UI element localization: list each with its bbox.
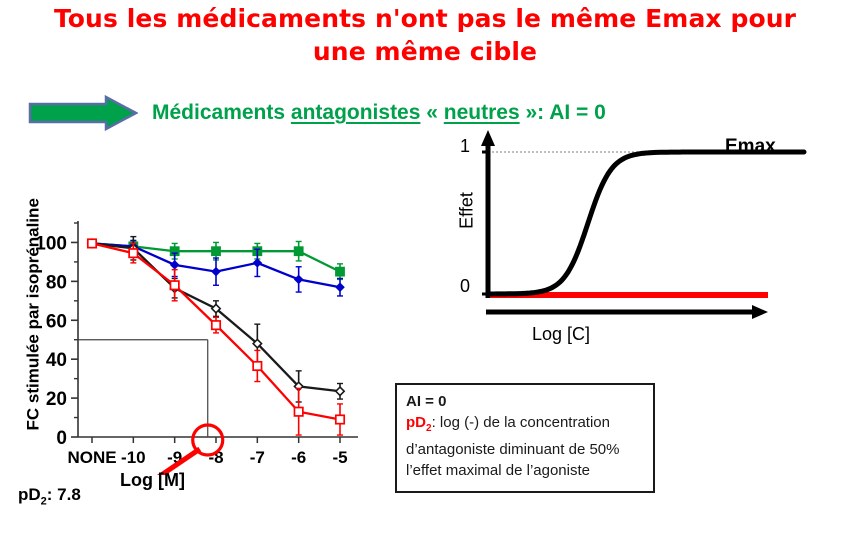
infobox-pd2-key: pD: [406, 414, 426, 431]
title-line-2: une même cible: [312, 37, 538, 66]
subtitle-part-1: Médicaments: [152, 101, 291, 124]
emax-chart-xlabel: Log [C]: [532, 324, 591, 344]
emax-chart-ylabel: Effet: [456, 192, 477, 229]
definition-box: AI = 0 pD2: log (-) de la concentration …: [395, 383, 655, 493]
subtitle-part-antagonistes: antagonistes: [290, 101, 421, 124]
infobox-line-4: l’effet maximal de l’agoniste: [406, 462, 590, 479]
left-chart-xtick: -7: [250, 448, 265, 467]
dose-response-chart: FC stimulée par isoprénaline 0 20 40 60 80 10…: [0, 195, 370, 507]
infobox-pd2-sub: 2: [426, 423, 432, 434]
left-chart-ytick: 20: [46, 389, 67, 410]
subtitle-row: Médicaments antagonistes « neutres »: AI…: [28, 93, 606, 133]
emax-ytick-1: 1: [460, 136, 471, 156]
left-chart-xtick: -6: [291, 448, 306, 467]
page-title: Tous les médicaments n'ont pas le même E…: [0, 2, 850, 68]
left-chart-xtick: -10: [121, 448, 146, 467]
left-chart-xlabel: Log [M]: [120, 470, 185, 490]
x-axis-arrowhead: [752, 305, 768, 319]
subtitle-part-neutres: neutres: [443, 101, 520, 124]
left-chart-xtick: NONE: [67, 448, 116, 467]
infobox-line-2: pD2: log (-) de la concentration: [406, 412, 644, 439]
infobox-line-3: d’antagoniste diminuant de 50%: [406, 441, 620, 458]
emax-label: Emax: [725, 136, 776, 157]
y-axis-arrowhead: [481, 130, 495, 146]
pd2-prefix: pD: [18, 485, 41, 504]
infobox-line-1: AI = 0: [406, 393, 447, 410]
pd2-subscript: 2: [40, 495, 47, 508]
left-chart-ytick: 40: [46, 350, 67, 371]
emax-ytick-0: 0: [460, 276, 471, 296]
pd2-value: : 7.8: [46, 485, 81, 504]
left-chart-xtick: -5: [332, 448, 347, 467]
subtitle-text: Médicaments antagonistes « neutres »: AI…: [152, 101, 606, 125]
title-line-1: Tous les médicaments n'ont pas le même E…: [53, 4, 797, 33]
pd2-readout: pD2: 7.8: [18, 485, 81, 507]
subtitle-part-3: «: [420, 101, 444, 124]
ec50-highlight-circle: [191, 423, 225, 457]
right-chart-series-agoniste: [487, 149, 807, 297]
infobox-line-2-rest: : log (-) de la concentration: [431, 414, 610, 431]
left-chart-ytick: 0: [56, 428, 67, 449]
right-arrow-icon: [28, 95, 138, 131]
left-chart-ytick: 60: [46, 311, 67, 332]
left-chart-ylabel: FC stimulée par isoprénaline: [23, 198, 43, 431]
emax-sigmoid-chart: Emax Effet 1 0 Log [C]: [440, 128, 850, 368]
left-chart-ytick: 80: [46, 272, 67, 293]
emax-chart-plot: [481, 130, 807, 319]
left-chart-ytick: 100: [35, 233, 67, 254]
subtitle-part-5: »: AI = 0: [519, 101, 606, 124]
